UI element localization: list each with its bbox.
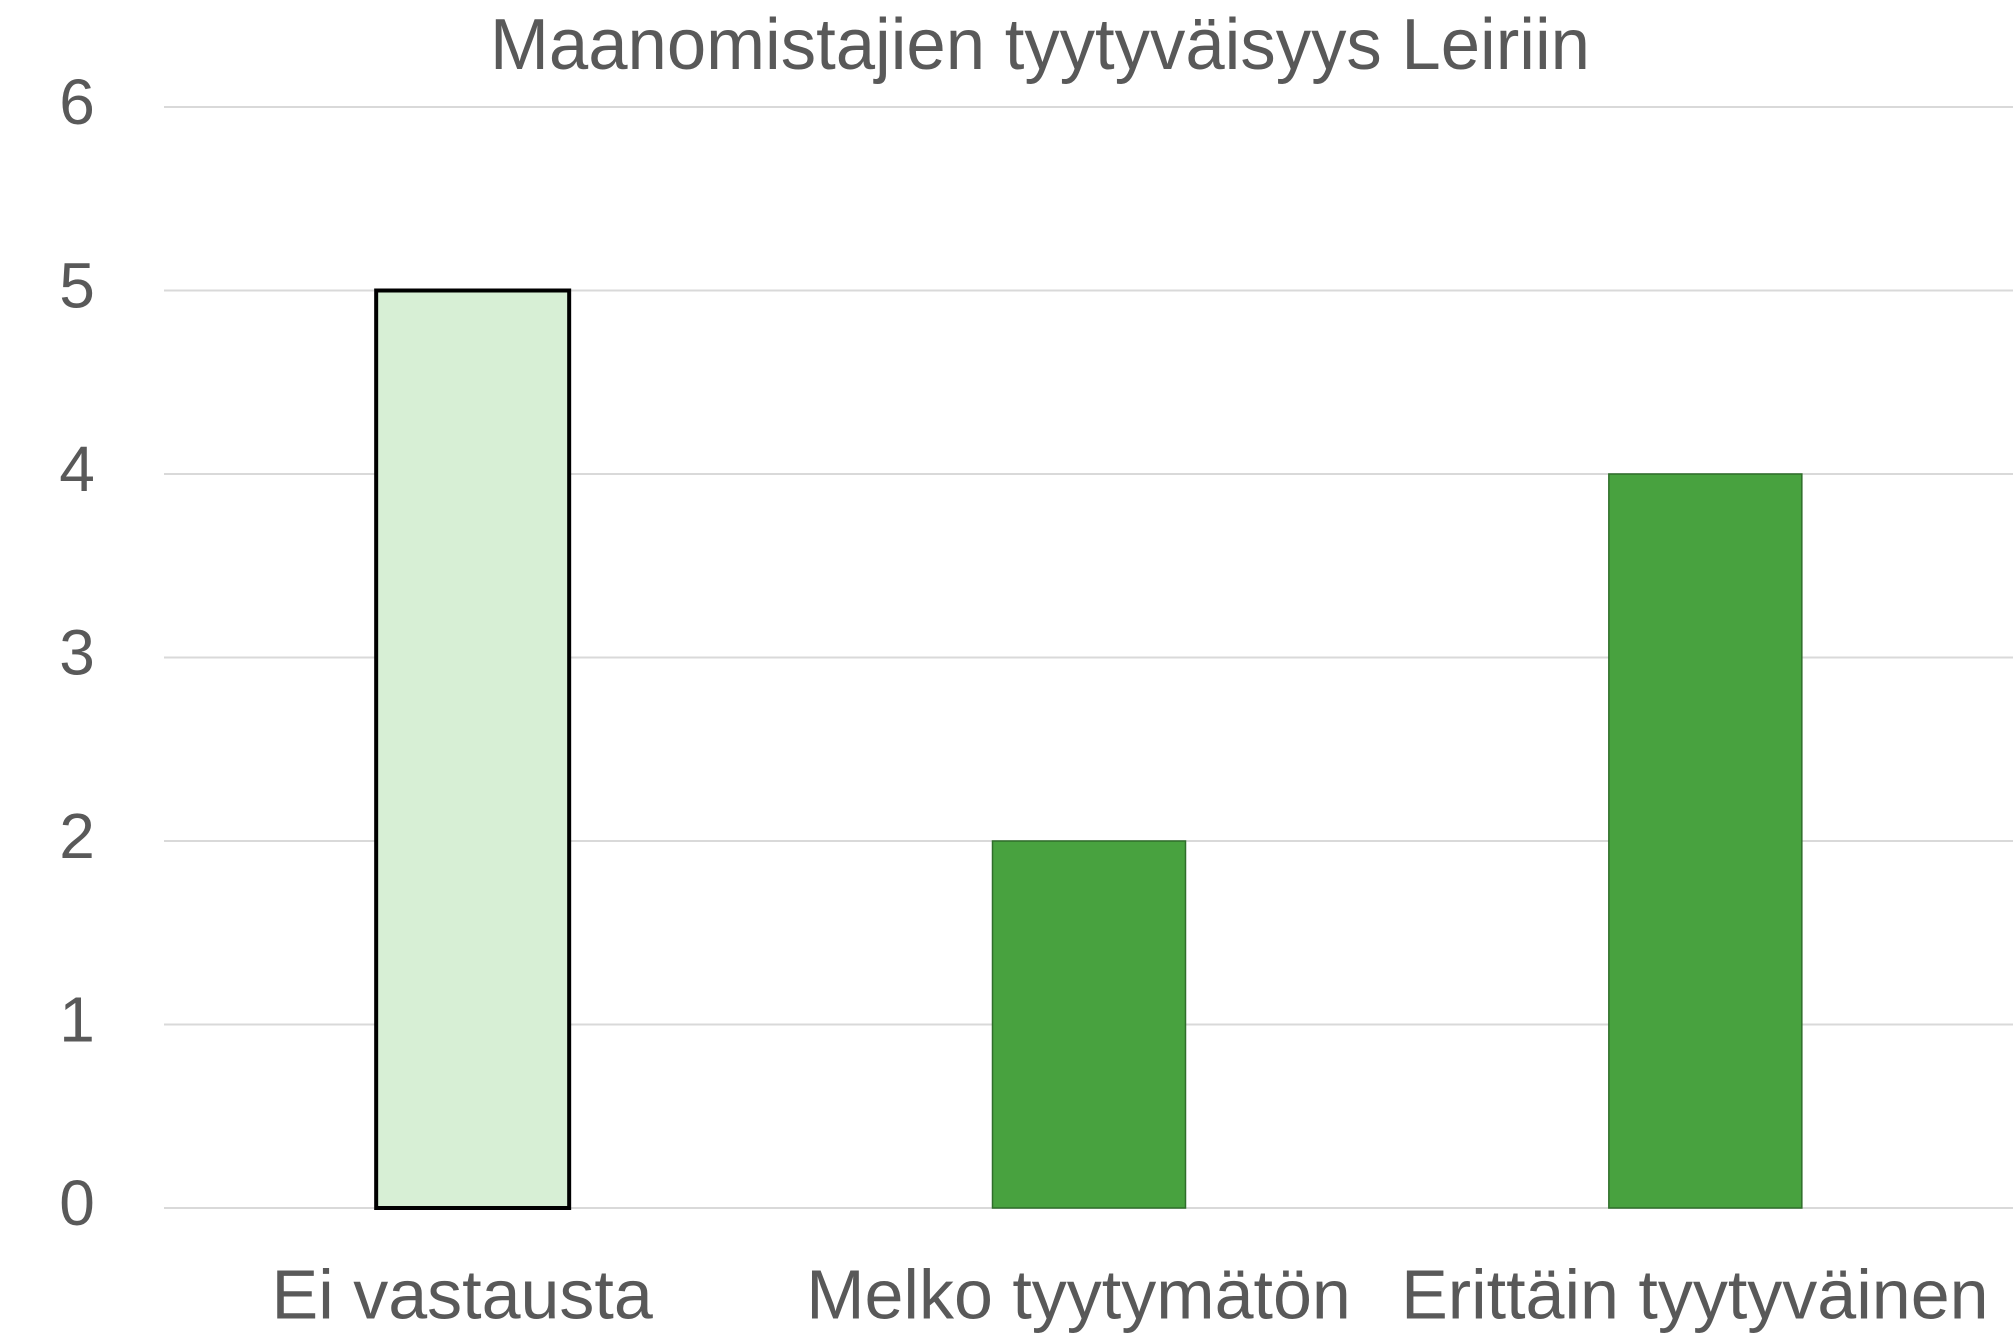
y-tick-label: 1	[59, 983, 95, 1055]
y-tick-label: 6	[59, 66, 95, 138]
bar	[1608, 473, 1803, 1209]
bar	[374, 288, 572, 1210]
y-tick-label: 3	[59, 616, 95, 688]
y-tick-label: 5	[59, 249, 95, 321]
y-tick-label: 0	[59, 1167, 95, 1239]
x-tick-label: Melko tyytymätön	[806, 1255, 1351, 1333]
x-tick-label: Ei vastausta	[272, 1255, 653, 1333]
bar	[991, 840, 1187, 1209]
x-tick-label: Erittäin tyytyväinen	[1401, 1255, 1988, 1333]
y-tick-label: 4	[59, 433, 95, 505]
y-tick-label: 2	[59, 800, 95, 872]
chart-title: Maanomistajien tyytyväisyys Leiriin	[490, 5, 1590, 85]
